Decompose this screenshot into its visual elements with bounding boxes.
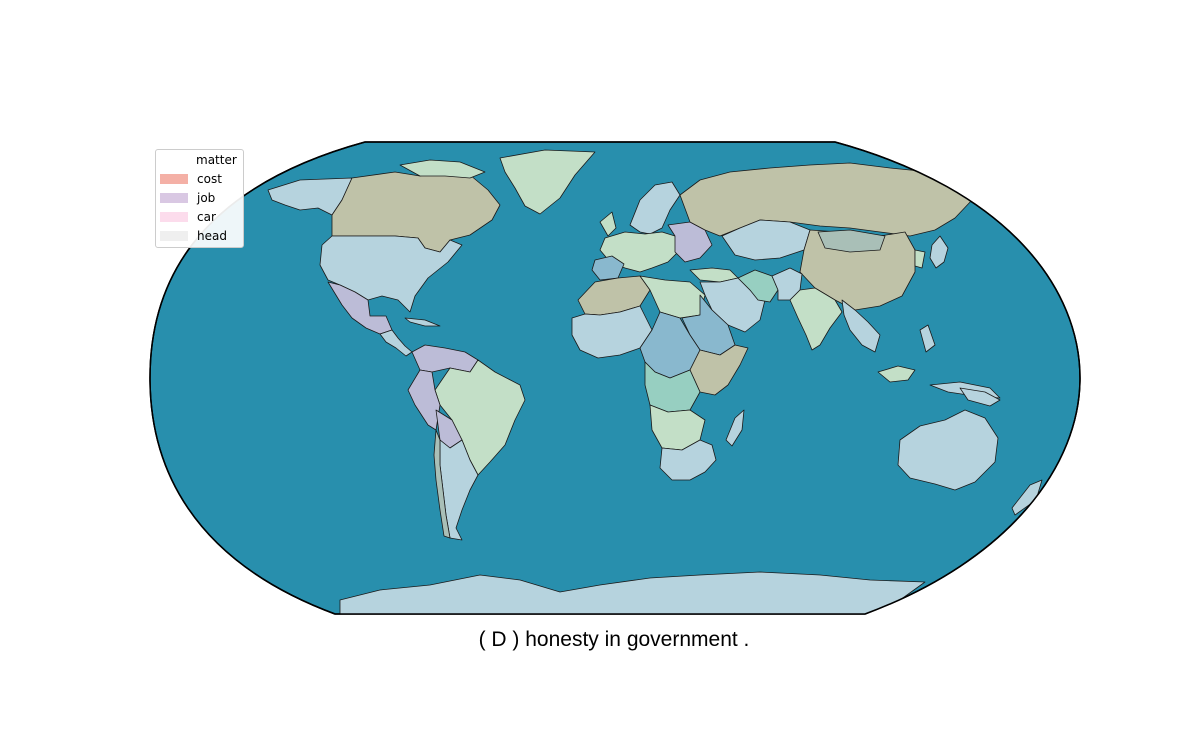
canada-islands [399,159,486,179]
korea [914,249,926,269]
madagascar [725,409,745,447]
legend-item: head [160,229,227,243]
legend-title: matter [196,153,237,167]
india [789,287,843,351]
legend-item: cost [160,172,222,186]
middle-east [699,277,766,333]
legend-label: cost [197,172,222,186]
iran [737,269,779,303]
southeast-asia [841,299,881,353]
indonesia [877,365,916,383]
congo [644,361,701,413]
map-caption: ( D ) honesty in government . [478,628,750,651]
new-zealand [1011,479,1043,516]
legend-swatch-head [160,231,188,241]
legend-swatch-cost [160,174,188,184]
legend-label: job [197,191,216,205]
mongolia [817,229,886,253]
brazil [434,359,526,476]
alaska [267,177,353,216]
mexico [327,281,393,335]
new-guinea [959,387,1001,407]
legend-label: head [197,229,227,243]
legend-label: car [197,210,216,224]
map-frame [149,141,1081,615]
southern-africa [659,439,717,481]
legend: matter cost job car head [155,149,244,248]
legend-swatch-car [160,212,188,222]
russia [679,162,973,237]
uk [599,211,617,237]
scandinavia [629,181,681,235]
cuba [404,317,441,327]
legend-item: car [160,210,216,224]
philippines [919,324,936,353]
japan [929,235,949,269]
legend-swatch-job [160,193,188,203]
usa [319,235,463,313]
legend-item: job [160,191,215,205]
greenland [499,149,596,215]
chile [433,429,451,539]
australia [897,409,999,491]
